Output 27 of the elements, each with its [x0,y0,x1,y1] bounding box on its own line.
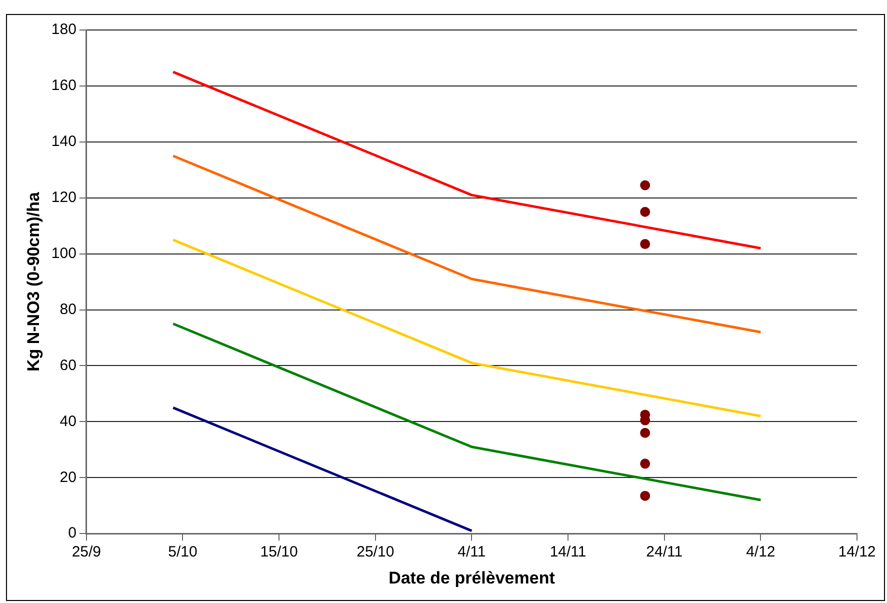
point [640,428,650,438]
x-tick-label: 4/11 [458,544,486,561]
x-tick-label: 14/12 [838,544,876,561]
point [640,239,650,250]
y-tick-label: 120 [51,189,76,206]
x-tick-label: 14/11 [550,544,586,561]
y-tick-label: 40 [60,412,76,430]
y-tick-label: 20 [60,468,76,486]
y-tick-label: 100 [51,244,76,262]
point [640,490,650,501]
x-tick-label: 25/10 [356,544,394,561]
x-tick-label: 5/10 [168,544,198,561]
y-axis-title: Kg N-NO3 (0-90cm)/ha [24,192,43,372]
x-tick-label: 15/10 [260,544,298,561]
x-tick-label: 4/12 [746,544,776,561]
point [640,180,650,190]
y-tick-label: 160 [51,77,76,94]
point [640,458,650,469]
x-tick-label: 25/9 [72,544,102,561]
y-tick-label: 140 [51,133,76,150]
y-tick-label: 0 [68,524,76,542]
y-tick-label: 60 [60,356,76,374]
y-tick-label: 180 [51,21,76,38]
x-axis-title: Date de prélèvement [388,568,556,588]
x-tick-label: 24/11 [646,544,683,561]
point [640,206,650,217]
y-tick-label: 80 [60,300,76,318]
